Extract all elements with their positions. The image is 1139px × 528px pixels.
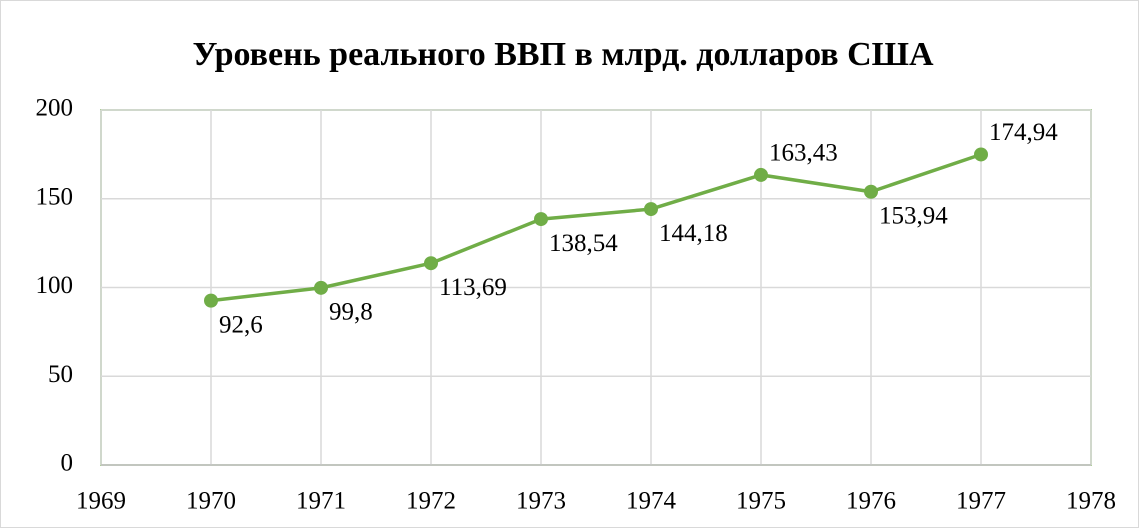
- x-tick-label: 1973: [516, 488, 566, 515]
- marker: [314, 280, 328, 295]
- data-label: 99,8: [329, 299, 373, 326]
- data-label: 138,54: [549, 230, 618, 257]
- x-tick-label: 1978: [1066, 488, 1116, 515]
- marker: [204, 293, 218, 308]
- y-tick-label: 150: [36, 183, 74, 210]
- x-tick-label: 1972: [406, 488, 456, 515]
- x-tick-label: 1969: [76, 488, 126, 515]
- data-label: 144,18: [659, 220, 728, 247]
- x-tick-label: 1977: [956, 488, 1006, 515]
- x-tick-label: 1974: [626, 488, 677, 515]
- marker: [644, 202, 658, 217]
- chart-title: Уровень реального ВВП в млрд. долларов С…: [192, 36, 934, 73]
- data-label: 163,43: [769, 140, 838, 167]
- x-tick-label: 1971: [296, 488, 346, 515]
- data-label: 174,94: [989, 119, 1058, 146]
- data-label: 113,69: [439, 274, 507, 301]
- y-tick-label: 0: [61, 450, 74, 477]
- y-tick-label: 200: [36, 95, 74, 122]
- marker: [974, 147, 988, 162]
- y-tick-label: 100: [36, 272, 74, 299]
- marker: [754, 167, 768, 182]
- marker: [424, 256, 438, 271]
- x-tick-label: 1976: [846, 488, 896, 515]
- x-tick-label: 1970: [186, 488, 236, 515]
- x-tick-label: 1975: [736, 488, 786, 515]
- y-tick-label: 50: [48, 361, 73, 388]
- data-label: 92,6: [219, 311, 263, 338]
- marker: [864, 184, 878, 199]
- marker: [534, 212, 548, 227]
- line: [210, 152, 982, 303]
- data-label: 153,94: [879, 202, 948, 229]
